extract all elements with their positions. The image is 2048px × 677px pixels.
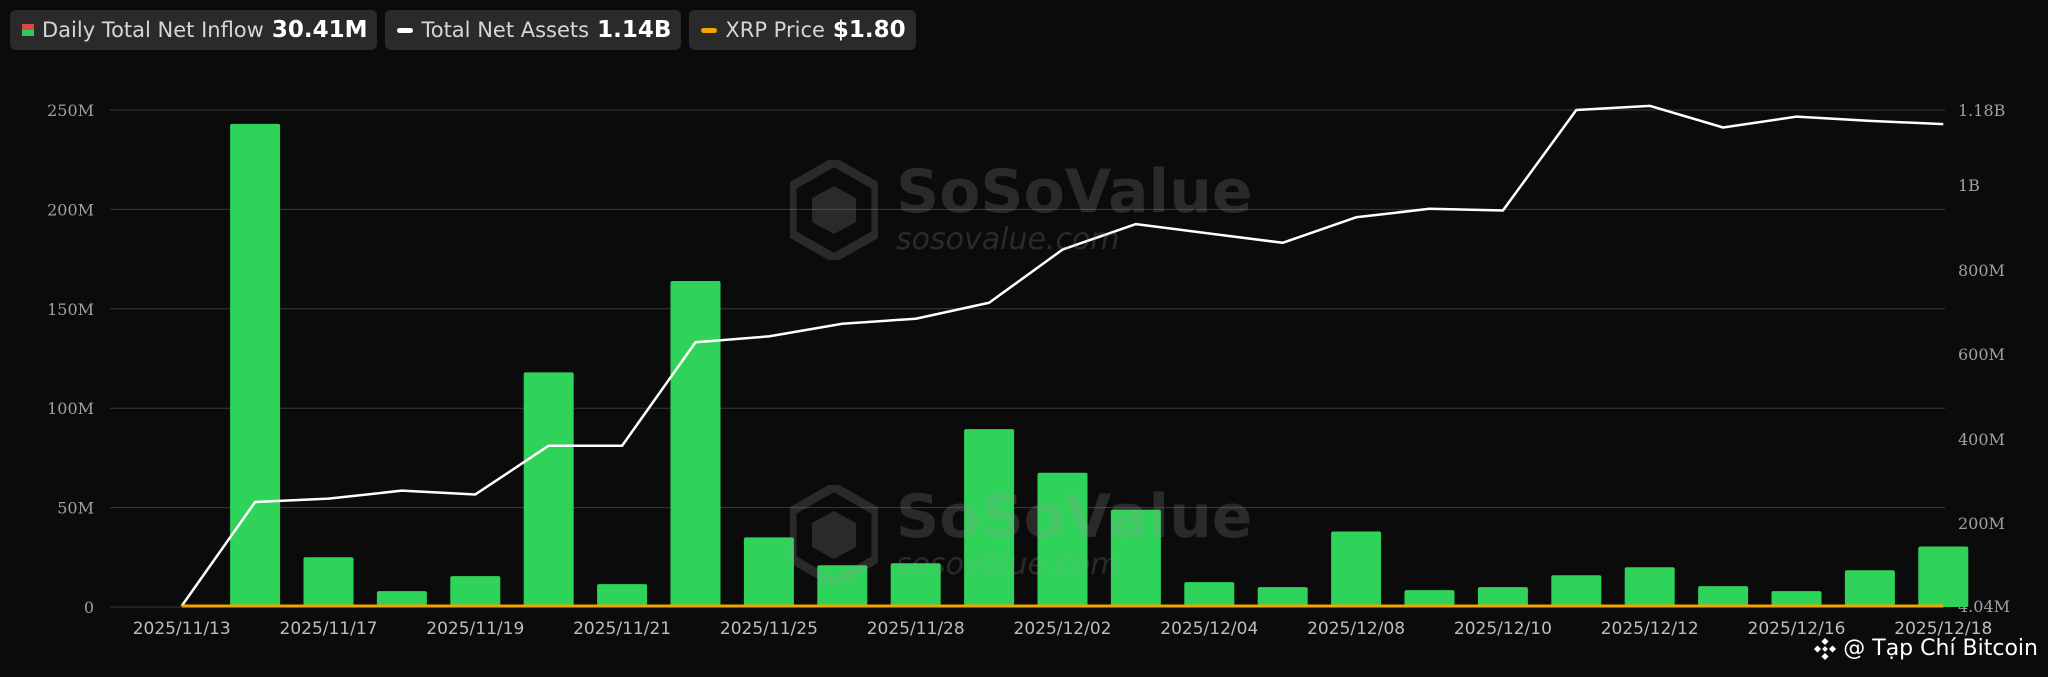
x-tick-label: 2025/12/02 bbox=[1014, 619, 1112, 639]
y-left-tick-label: 150M bbox=[47, 300, 94, 319]
inflow-bar bbox=[743, 537, 794, 607]
y-left-tick-label: 50M bbox=[57, 499, 94, 518]
y-right-tick-label: 1.18B bbox=[1958, 101, 2005, 120]
inflow-bar bbox=[376, 591, 427, 607]
inflow-bar bbox=[890, 563, 941, 607]
binance-diamond-icon bbox=[1814, 637, 1837, 660]
x-tick-label: 2025/11/17 bbox=[280, 619, 378, 639]
x-tick-label: 2025/11/13 bbox=[133, 619, 231, 639]
inflow-bar bbox=[1184, 582, 1235, 607]
x-tick-label: 2025/12/16 bbox=[1748, 619, 1846, 639]
inflow-bar bbox=[1551, 575, 1602, 607]
inflow-bar bbox=[1624, 567, 1675, 607]
x-tick-label: 2025/12/08 bbox=[1307, 619, 1405, 639]
inflow-bar bbox=[450, 576, 501, 607]
legend-item-total-net-assets[interactable]: Total Net Assets 1.14B bbox=[385, 10, 682, 50]
inflow-bar bbox=[1331, 531, 1382, 607]
y-left-tick-label: 200M bbox=[47, 200, 94, 219]
legend-value: $1.80 bbox=[832, 17, 906, 43]
inflow-bar bbox=[1404, 590, 1455, 607]
inflow-bar bbox=[1477, 587, 1528, 607]
x-tick-label: 2025/12/18 bbox=[1894, 619, 1992, 639]
legend-label: XRP Price bbox=[725, 18, 825, 42]
legend-value: 30.41M bbox=[271, 17, 368, 43]
legend-item-daily-inflow[interactable]: Daily Total Net Inflow 30.41M bbox=[10, 10, 378, 50]
x-tick-label: 2025/12/12 bbox=[1601, 619, 1699, 639]
inflow-bar bbox=[1771, 591, 1822, 607]
credit: @ Tạp Chí Bitcoin bbox=[1813, 636, 2038, 661]
white-line-swatch-icon bbox=[397, 27, 414, 33]
legend-label: Total Net Assets bbox=[421, 18, 590, 42]
legend-label: Daily Total Net Inflow bbox=[42, 18, 264, 42]
inflow-swatch-icon bbox=[22, 24, 34, 36]
y-left-tick-label: 100M bbox=[47, 399, 94, 418]
legend-value: 1.14B bbox=[597, 17, 672, 43]
inflow-bar bbox=[670, 280, 721, 607]
inflow-bar bbox=[1698, 586, 1749, 607]
inflow-bar bbox=[1110, 509, 1161, 607]
orange-line-swatch-icon bbox=[701, 27, 718, 33]
inflow-bar bbox=[523, 372, 574, 607]
inflow-bar bbox=[817, 565, 868, 607]
inflow-bar bbox=[230, 123, 281, 607]
total-net-assets-line bbox=[180, 104, 1944, 607]
legend-item-xrp-price[interactable]: XRP Price $1.80 bbox=[689, 10, 916, 50]
y-right-tick-label: 1B bbox=[1958, 176, 1980, 195]
y-right-tick-label: 800M bbox=[1958, 261, 2005, 280]
x-tick-label: 2025/11/25 bbox=[720, 619, 818, 639]
inflow-bar bbox=[964, 429, 1015, 607]
y-right-tick-label: 600M bbox=[1958, 345, 2005, 364]
y-right-tick-label: 400M bbox=[1958, 430, 2005, 449]
x-tick-label: 2025/11/21 bbox=[573, 619, 671, 639]
y-left-tick-label: 250M bbox=[47, 101, 94, 120]
inflow-bar bbox=[303, 557, 354, 607]
inflow-bar bbox=[1037, 472, 1088, 607]
y-right-tick-label: 4.04M bbox=[1958, 597, 2010, 616]
y-right-tick-label: 200M bbox=[1958, 514, 2005, 533]
y-left-tick-label: 0 bbox=[84, 598, 94, 617]
inflow-bar bbox=[1257, 587, 1308, 607]
x-tick-label: 2025/11/28 bbox=[867, 619, 965, 639]
x-tick-label: 2025/12/04 bbox=[1160, 619, 1258, 639]
x-tick-label: 2025/11/19 bbox=[426, 619, 524, 639]
legend: Daily Total Net Inflow 30.41M Total Net … bbox=[10, 10, 916, 50]
credit-text: @ Tạp Chí Bitcoin bbox=[1843, 636, 2038, 661]
x-tick-label: 2025/12/10 bbox=[1454, 619, 1552, 639]
inflow-bar bbox=[1844, 570, 1895, 607]
inflow-bar bbox=[1918, 546, 1969, 607]
inflow-bar bbox=[597, 584, 648, 607]
